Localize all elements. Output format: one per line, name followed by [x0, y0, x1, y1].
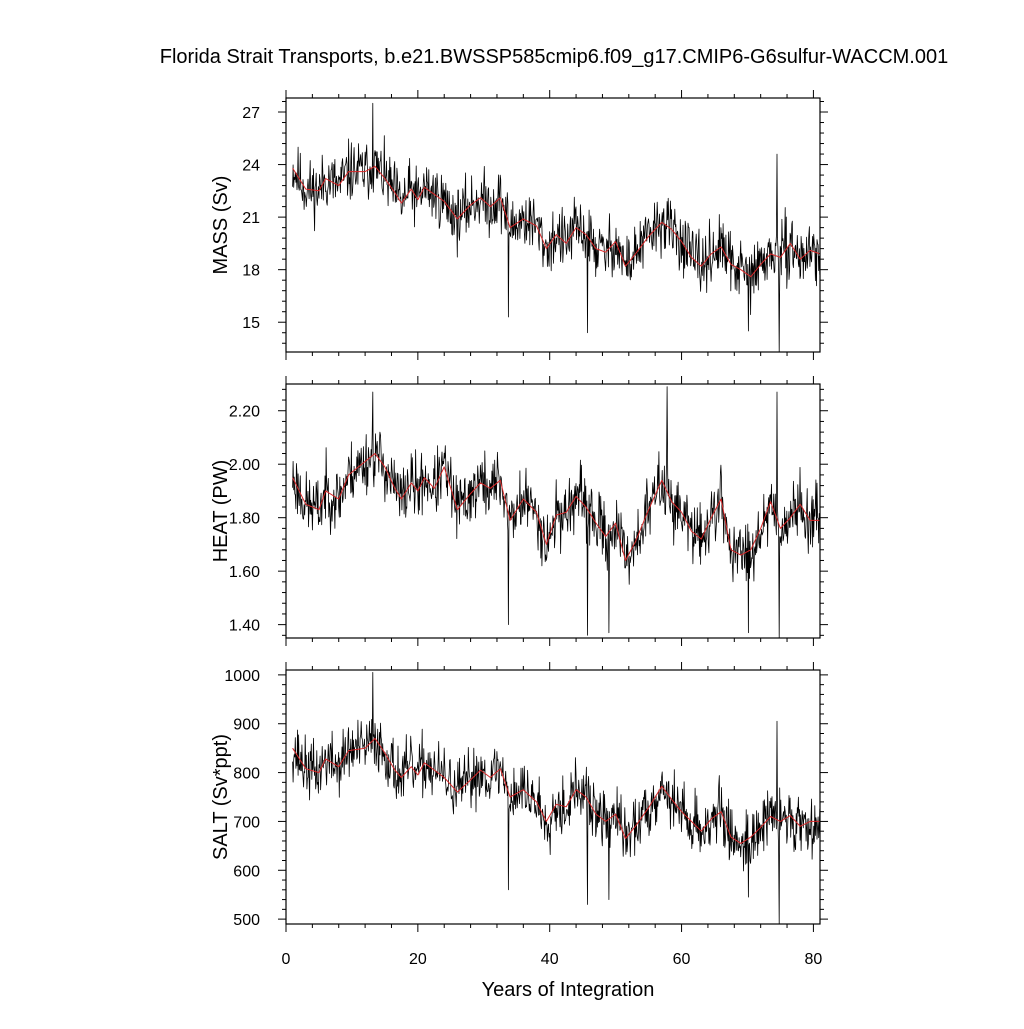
y-tick-label: 18 — [242, 263, 260, 280]
y-tick-label: 24 — [242, 158, 260, 175]
series-monthly-line — [292, 102, 821, 353]
y-axis-label: MASS (Sv) — [210, 176, 232, 275]
series-monthly-line — [292, 386, 821, 639]
plot-frame — [285, 383, 821, 639]
chart-title: Florida Strait Transports, b.e21.BWSSP58… — [159, 46, 949, 68]
plot-frame — [285, 669, 821, 925]
y-tick-label: 1000 — [224, 668, 260, 685]
series-smoothed-line — [292, 453, 820, 561]
plot-frame — [285, 97, 821, 353]
y-tick-label: 2.20 — [229, 404, 260, 421]
y-tick-label: 1.60 — [229, 564, 260, 581]
y-tick-label: 2.00 — [229, 457, 260, 474]
panel-1: 15 18 21 24 27 MASS (Sv) — [210, 90, 828, 360]
x-tick-label: 0 — [282, 951, 291, 968]
y-axis-label: HEAT (PW) — [210, 460, 232, 563]
x-tick-label: 60 — [673, 951, 691, 968]
series-smoothed-line — [292, 737, 820, 844]
y-tick-label: 600 — [233, 863, 260, 880]
panel-2: 1.40 1.60 1.80 2.00 2.20 HEAT (PW) — [210, 376, 828, 646]
x-axis-label: Years of Integration — [482, 979, 655, 1001]
series-monthly-line — [292, 672, 821, 925]
y-tick-label: 1.40 — [229, 618, 260, 635]
x-tick-label: 40 — [541, 951, 559, 968]
x-tick-label: 80 — [805, 951, 823, 968]
y-tick-label: 900 — [233, 717, 260, 734]
y-tick-label: 21 — [242, 210, 260, 227]
y-tick-label: 27 — [242, 105, 260, 122]
panel-3: 500 600 700 800 900 1000 SALT (Sv*ppt) 0 20 40 60 8… — [210, 662, 828, 1001]
y-axis-label: SALT (Sv*ppt) — [210, 734, 232, 860]
x-tick-label: 20 — [409, 951, 427, 968]
y-tick-label: 500 — [233, 912, 260, 929]
y-tick-label: 700 — [233, 814, 260, 831]
y-tick-label: 1.80 — [229, 511, 260, 528]
y-tick-label: 800 — [233, 766, 260, 783]
y-tick-label: 15 — [242, 315, 260, 332]
series-smoothed-line — [292, 165, 821, 278]
